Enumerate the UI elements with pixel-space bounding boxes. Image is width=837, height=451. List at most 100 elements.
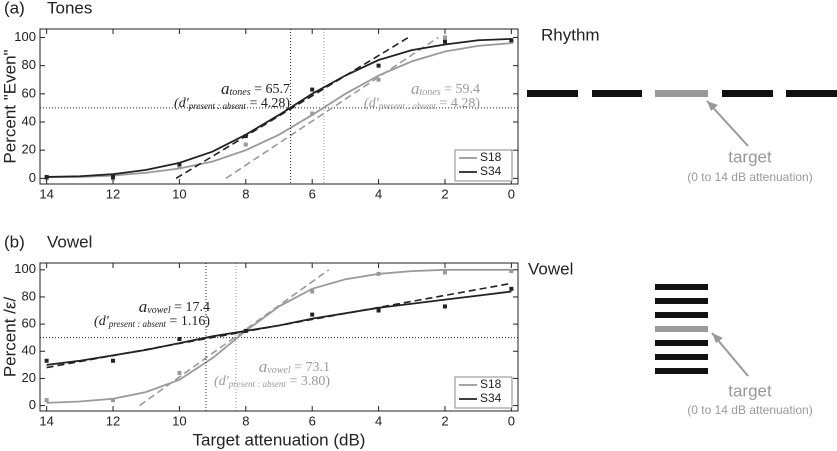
y-tick-label: 0 [29,397,36,412]
vowel-target [655,326,708,332]
annotation-symbol: a [221,79,230,98]
data-point [44,358,49,363]
rhythm-target [655,90,708,97]
annotation: avowel = 17.4 [139,297,210,316]
annotation-value: = 4.28) [436,96,480,111]
data-point [44,174,49,179]
x-tick-label: 12 [106,413,120,428]
data-point [310,111,315,116]
legend-label: S18 [480,150,502,164]
annotation: (d′present : absent = 4.28) [174,96,290,111]
x-tick-label: 0 [508,186,515,201]
annotation-subscript: present : absent [188,101,247,111]
data-point [111,174,116,179]
x-tick-label: 4 [375,186,382,201]
annotation-subscript: present : absent [378,101,437,111]
y-tick-label: 60 [22,316,36,331]
legend-label: S34 [480,391,502,405]
annotation-subscript: vowel [147,305,171,316]
target-label: target [728,381,772,400]
panel-label: (a) [4,0,25,17]
legend-box [454,149,513,182]
y-axis-label: Percent "Even" [0,49,19,163]
panel-label: (b) [4,232,25,251]
fit-curve [46,290,512,366]
annotation: (d′present : absent = 3.80) [214,374,330,389]
annotation-value: = 17.4 [171,300,210,315]
x-tick-label: 14 [39,413,53,428]
legend-box [454,376,513,409]
data-point [111,398,116,403]
data-point [509,269,514,274]
data-point [310,312,315,317]
legend-label: S18 [480,377,502,391]
vowel-tone [655,298,708,304]
x-tick-label: 4 [375,413,382,428]
fit-curve [46,42,512,178]
annotation-symbol: a [139,297,148,316]
data-point [177,162,182,167]
data-point [376,63,381,68]
data-point [243,328,248,333]
fit-curve [46,268,512,404]
data-point [310,87,315,92]
annotation-subscript: vowel [267,365,291,376]
annotation-symbol: a [411,79,420,98]
data-point [310,289,315,294]
annotation-value: = 3.80) [286,374,330,389]
plot-area [40,29,518,184]
stimulus-label: Vowel [528,259,573,278]
y-axis-label: Percent /ε/ [0,297,19,378]
data-point [111,358,116,363]
x-tick-label: 12 [106,186,120,201]
stimulus-label: Rhythm [541,25,600,44]
annotation-value: = 73.1 [291,360,330,375]
fit-curve [46,37,512,178]
annotation-symbol: (d′ [94,314,110,329]
annotation-value: = 59.4 [441,82,480,97]
annotation-symbol: a [259,357,268,376]
data-point [177,337,182,342]
vowel-tone [655,340,708,346]
data-point [442,270,447,275]
annotation: atones = 65.7 [221,79,290,98]
annotation: avowel = 73.1 [259,357,330,376]
frame [39,28,519,185]
y-tick-label: 100 [14,29,36,44]
y-tick-label: 80 [22,57,36,72]
arrow-head [707,101,718,111]
y-tick-label: 100 [14,261,36,276]
annotation-symbol: (d′ [364,96,380,111]
annotation-subscript: tones [419,87,440,98]
target-label: target [728,147,772,166]
x-tick-label: 10 [172,186,186,201]
arrow-head [712,333,723,343]
data-point [442,304,447,309]
x-tick-label: 2 [441,413,448,428]
annotation-value: = 1.16) [166,314,210,329]
y-tick-label: 20 [22,370,36,385]
data-point [376,77,381,82]
rhythm-tone [592,90,642,97]
data-point [177,370,182,375]
annotation-value: = 4.28) [246,96,290,111]
x-tick-label: 14 [39,186,53,201]
annotation-symbol: (d′ [174,96,190,111]
x-tick-label: 6 [309,413,316,428]
data-point [509,286,514,291]
y-tick-label: 60 [22,85,36,100]
x-axis-label: Target attenuation (dB) [193,430,366,449]
annotation: atones = 59.4 [411,79,480,98]
rhythm-tone [786,90,837,97]
panel-title: Vowel [47,232,92,251]
annotation: (d′present : absent = 4.28) [364,96,480,111]
rhythm-tone [722,90,773,97]
frame [39,262,519,412]
y-tick-label: 80 [22,288,36,303]
y-tick-label: 0 [29,170,36,185]
data-point [442,35,447,40]
panel-title: Tones [47,0,92,17]
x-tick-label: 8 [242,186,249,201]
